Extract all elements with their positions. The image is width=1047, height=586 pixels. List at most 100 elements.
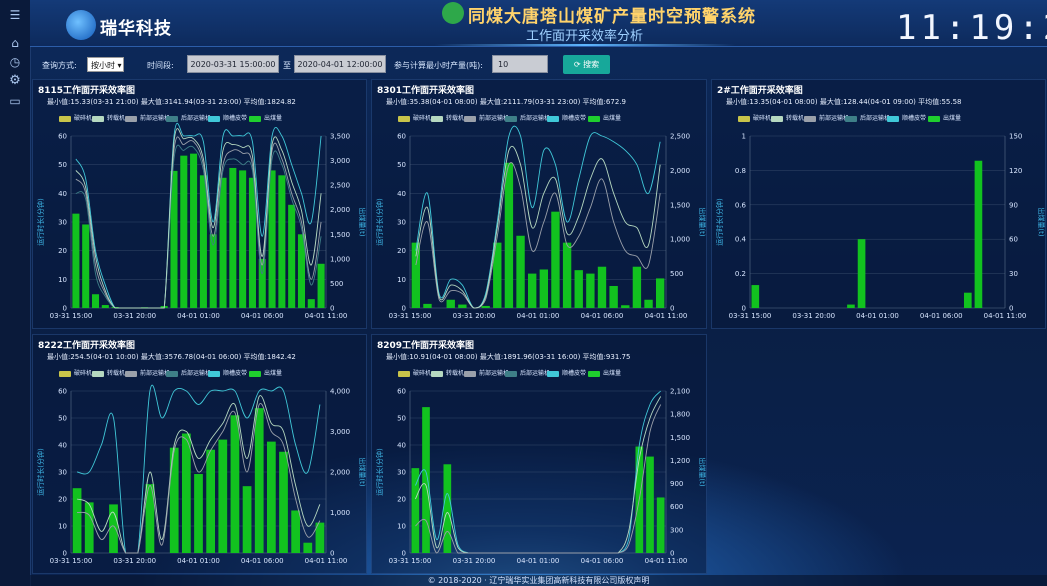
panel-stats: 最小值:10.91(04-01 08:00) 最大值:1891.96(03-31… xyxy=(386,353,631,361)
bar xyxy=(84,502,94,553)
end-time-input[interactable]: 2020-04-01 12:00:00 xyxy=(294,55,386,73)
panel-title: 2#工作面开采效率图 xyxy=(717,86,803,96)
legend-item[interactable]: 顺槽皮带 xyxy=(547,368,586,377)
legend-label: 顺槽皮带 xyxy=(562,115,587,122)
legend-item[interactable]: 转载机 xyxy=(92,113,125,122)
bar xyxy=(266,441,276,553)
legend-item[interactable]: 破碎机 xyxy=(738,113,771,122)
y2-axis-title: 出煤量(t) xyxy=(1037,207,1046,236)
legend-swatch xyxy=(59,370,71,377)
bar xyxy=(199,175,207,308)
bar xyxy=(229,167,237,308)
y2-tick-label: 1,000 xyxy=(330,255,350,263)
bar xyxy=(190,153,198,308)
min-output-input[interactable]: 10 xyxy=(492,55,548,73)
legend-item[interactable]: 破碎机 xyxy=(59,113,92,122)
x-tick-label: 04-01 01:00 xyxy=(177,312,220,320)
legend-item[interactable]: 转载机 xyxy=(431,368,464,377)
x-tick-label: 04-01 01:00 xyxy=(517,312,560,320)
legend-item[interactable]: 后部运输机 xyxy=(166,113,211,122)
bar xyxy=(646,456,654,553)
y-tick-label: 60 xyxy=(58,388,67,396)
start-time-input[interactable]: 2020-03-31 15:00:00 xyxy=(187,55,279,73)
legend-item[interactable]: 出煤量 xyxy=(928,113,961,122)
legend-item[interactable]: 顺槽皮带 xyxy=(208,113,247,122)
legend-item[interactable]: 后部运输机 xyxy=(845,113,890,122)
legend-swatch xyxy=(505,370,517,377)
legend-item[interactable]: 后部运输机 xyxy=(166,368,211,377)
bar xyxy=(82,224,90,308)
panel-8115: 8115工作面开采效率图 最小值:15.33(03-31 21:00) 最大值:… xyxy=(32,79,367,329)
legend-item[interactable]: 顺槽皮带 xyxy=(547,113,586,122)
search-button[interactable]: ⟳ 搜索 xyxy=(563,55,610,74)
panel-stats: 最小值:13.35(04-01 08:00) 最大值:128.44(04-01 … xyxy=(726,98,962,106)
legend-swatch xyxy=(249,115,261,122)
legend-swatch xyxy=(588,115,600,122)
y2-tick-label: 500 xyxy=(670,270,683,278)
y2-tick-label: 0 xyxy=(1009,305,1013,313)
bar xyxy=(297,234,306,308)
y2-axis-title: 出煤量(t) xyxy=(698,207,707,236)
y-tick-label: 40 xyxy=(58,442,67,450)
legend-item[interactable]: 出煤量 xyxy=(249,368,282,377)
legend-item[interactable]: 后部运输机 xyxy=(505,368,550,377)
legend-item[interactable]: 前部运输机 xyxy=(804,113,849,122)
bar xyxy=(493,242,502,308)
legend-item[interactable]: 前部运输机 xyxy=(125,368,170,377)
gear-icon[interactable]: ⚙ xyxy=(9,73,21,88)
legend-swatch xyxy=(59,115,71,122)
legend-item[interactable]: 转载机 xyxy=(771,113,804,122)
legend-item[interactable]: 转载机 xyxy=(431,113,464,122)
y2-tick-label: 2,500 xyxy=(330,182,350,190)
bar xyxy=(169,447,179,553)
bar xyxy=(219,177,227,308)
legend-swatch xyxy=(588,370,600,377)
x-tick-label: 04-01 01:00 xyxy=(177,557,220,565)
monitor-icon[interactable]: ▭ xyxy=(9,94,21,108)
panel-8301: 8301工作面开采效率图 最小值:35.38(04-01 08:00) 最大值:… xyxy=(371,79,707,329)
legend-item[interactable]: 出煤量 xyxy=(588,368,621,377)
legend-item[interactable]: 破碎机 xyxy=(398,368,431,377)
clock-icon[interactable]: ◷ xyxy=(9,55,21,69)
legend-item[interactable]: 前部运输机 xyxy=(464,113,509,122)
bar xyxy=(621,305,630,308)
min-output-label: 参与计算最小时产量(吨): xyxy=(394,61,483,70)
legend-item[interactable]: 出煤量 xyxy=(588,113,621,122)
home-icon[interactable]: ⌂ xyxy=(11,36,19,50)
x-tick-label: 03-31 15:00 xyxy=(389,557,432,565)
y-tick-label: 60 xyxy=(397,388,406,396)
y2-tick-label: 2,000 xyxy=(330,469,350,477)
y-tick-label: 0 xyxy=(402,305,406,313)
y2-tick-label: 2,000 xyxy=(330,206,350,214)
menu-icon[interactable]: ☰ xyxy=(9,8,21,22)
legend-item[interactable]: 破碎机 xyxy=(398,113,431,122)
legend-swatch xyxy=(125,115,137,122)
mode-select[interactable]: 按小时 ▾ xyxy=(87,57,124,72)
x-tick-label: 04-01 06:00 xyxy=(581,557,624,565)
legend-item[interactable]: 顺槽皮带 xyxy=(208,368,247,377)
legend-label: 破碎机 xyxy=(413,115,432,122)
y-tick-label: 0.6 xyxy=(735,201,747,209)
legend-item[interactable]: 后部运输机 xyxy=(505,113,550,122)
legend-item[interactable]: 前部运输机 xyxy=(125,113,170,122)
legend-item[interactable]: 转载机 xyxy=(92,368,125,377)
bar xyxy=(644,299,653,308)
bar xyxy=(209,234,217,308)
legend-label: 出煤量 xyxy=(264,115,283,122)
legend-item[interactable]: 出煤量 xyxy=(249,113,282,122)
footer: © 2018-2020 · 辽宁瑞华实业集团高新科技有限公司版权声明 xyxy=(30,575,1047,586)
legend-swatch xyxy=(431,370,443,377)
legend-label: 破碎机 xyxy=(74,370,93,377)
legend-label: 前部运输机 xyxy=(140,115,171,122)
legend-item[interactable]: 前部运输机 xyxy=(464,368,509,377)
legend-item[interactable]: 破碎机 xyxy=(59,368,92,377)
legend-item[interactable]: 顺槽皮带 xyxy=(887,113,926,122)
y-tick-label: 60 xyxy=(58,133,67,141)
legend-swatch xyxy=(771,115,783,122)
legend-label: 破碎机 xyxy=(413,370,432,377)
bar xyxy=(239,170,247,308)
panel-title: 8301工作面开采效率图 xyxy=(377,86,475,96)
y2-tick-label: 90 xyxy=(1009,201,1018,209)
logo-icon xyxy=(66,10,96,40)
clock: 11:19:26 xyxy=(896,8,1047,48)
